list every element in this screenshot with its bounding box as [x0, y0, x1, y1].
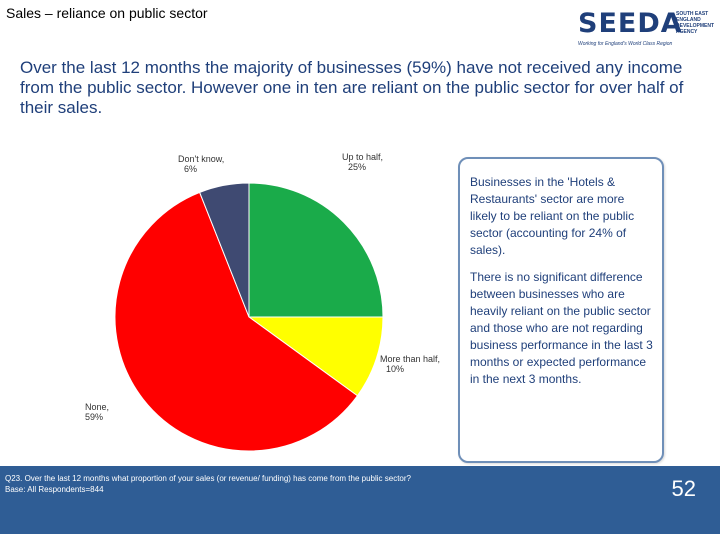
slide-title: Sales – reliance on public sector [6, 5, 208, 21]
logo-side-text: SOUTH EAST ENGLAND DEVELOPMENT AGENCY [676, 11, 715, 35]
logo-wordmark: SEEDA [578, 8, 683, 39]
footer-note: Q23. Over the last 12 months what propor… [5, 473, 565, 495]
footer-bar: Q23. Over the last 12 months what propor… [0, 466, 720, 534]
seeda-logo: SEEDA SOUTH EAST ENGLAND DEVELOPMENT AGE… [578, 8, 716, 48]
pie-label-3: None, 59% [85, 402, 109, 422]
pie-label-2: More than half, 10% [380, 354, 440, 374]
footer-question: Q23. Over the last 12 months what propor… [5, 474, 411, 483]
page-number: 52 [671, 476, 696, 501]
pie-slice-2 [247, 316, 384, 397]
callout-paragraph-2: There is no significant difference betwe… [470, 270, 653, 386]
pie-chart-svg: Up to half, 25% More than half, 10% None, 59%… [85, 152, 440, 452]
pie-label-1: Up to half, 25% [342, 152, 383, 172]
footer-base: Base: All Respondents=844 [5, 485, 104, 494]
callout-paragraph-1: Businesses in the 'Hotels & Restaurants'… [470, 175, 635, 257]
headline: Over the last 12 months the majority of … [20, 58, 684, 117]
pie-label-4: Don't know, 6% [178, 154, 224, 174]
pie-slice-1 [248, 182, 384, 318]
pie-chart: Up to half, 25% More than half, 10% None, 59%… [0, 140, 460, 470]
pie-slice-4 [199, 182, 250, 318]
pie-slice-3 [114, 191, 359, 452]
callout-box: Businesses in the 'Hotels & Restaurants'… [458, 157, 664, 463]
logo-tagline: Working for England's World Class Region [578, 41, 673, 47]
